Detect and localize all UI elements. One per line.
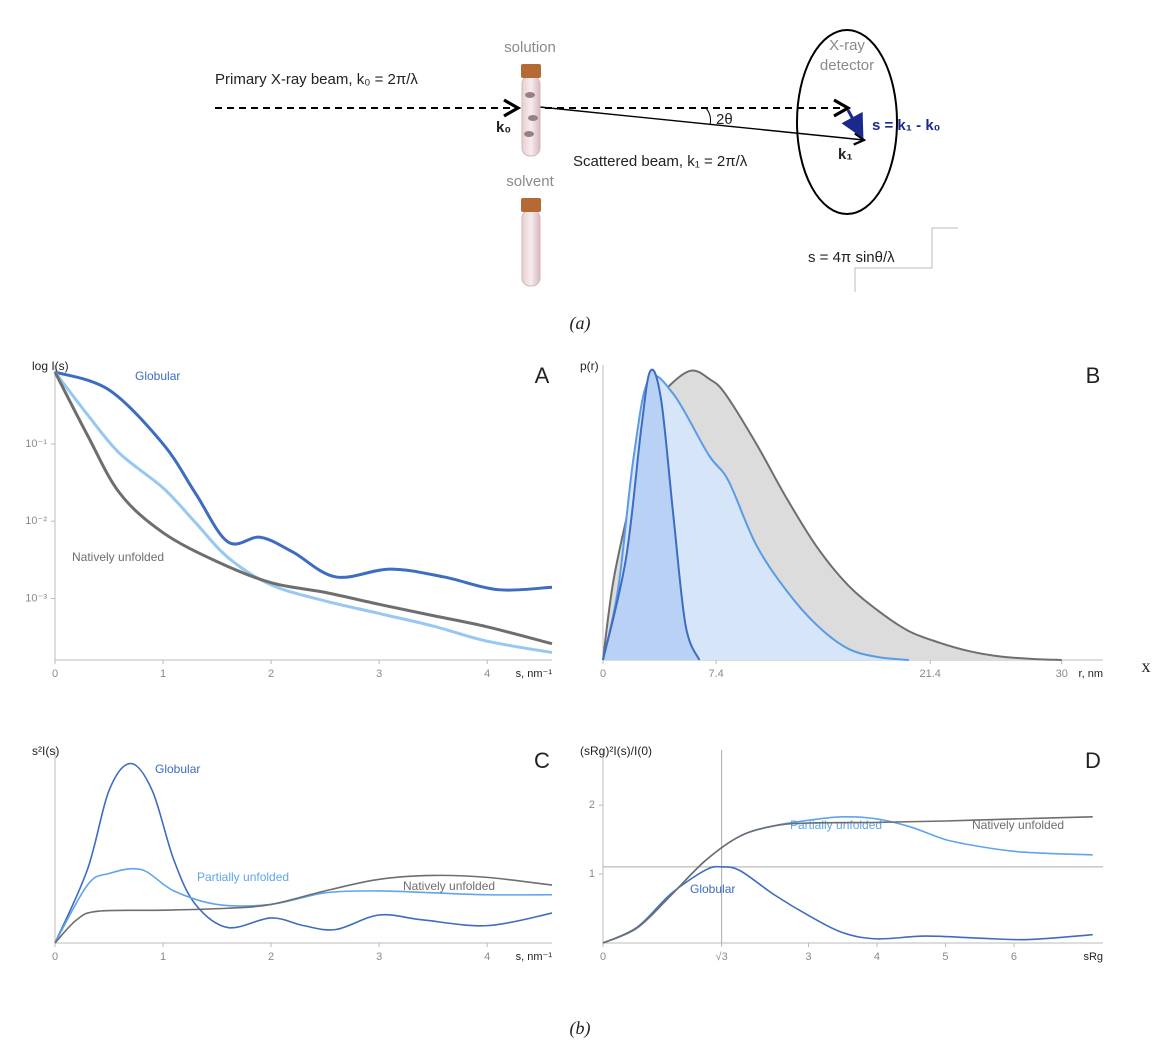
y-axis-label: p(r) [580, 359, 599, 373]
particle [528, 115, 538, 121]
series-label: Natively unfolded [72, 550, 164, 564]
label: s = k₁ - k₀ [872, 117, 940, 134]
panel-label: C [534, 748, 550, 773]
x-tick-label: 2 [268, 668, 274, 680]
series-line [53, 371, 553, 646]
panel-label: D [1085, 748, 1101, 773]
label: 2θ [716, 111, 733, 128]
x-tick-label: 3 [805, 951, 811, 963]
solvent-vial [521, 209, 541, 287]
y-tick-label: 10⁻² [25, 515, 47, 527]
label: Primary X-ray beam, k₀ = 2π/λ [215, 71, 418, 88]
particle [525, 92, 535, 98]
label: detector [820, 57, 874, 74]
x-tick-label: 0 [52, 951, 58, 963]
label: Scattered beam, k₁ = 2π/λ [573, 153, 748, 170]
series-line [602, 816, 1093, 944]
diagram: solution solvent X-ray detector Primary … [215, 29, 958, 292]
label: solution [504, 39, 556, 56]
series-label: Globular [135, 369, 180, 383]
x-tick-label: 4 [484, 951, 490, 963]
stray-mark: x [1142, 656, 1151, 676]
y-tick-label: 10⁻³ [25, 592, 47, 604]
series-line [602, 816, 1093, 944]
series-label: Natively unfolded [972, 818, 1064, 832]
x-axis-label: sRg [1083, 951, 1103, 963]
x-axis-label: r, nm [1079, 668, 1103, 680]
x-tick-label: 21.4 [920, 668, 941, 680]
formula-frame [854, 227, 958, 292]
x-axis-label: s, nm⁻¹ [516, 668, 553, 680]
scattered-beam [529, 105, 867, 146]
label: k₁ [838, 146, 853, 163]
y-axis-label: (sRg)²I(s)/I(0) [580, 744, 652, 758]
x-tick-label: 3 [376, 668, 382, 680]
panel-label: A [535, 363, 550, 388]
x-tick-label: 1 [160, 668, 166, 680]
label: s = 4π sinθ/λ [808, 249, 895, 266]
label: X-ray [829, 37, 865, 54]
series-line [602, 368, 701, 661]
detector [796, 29, 898, 215]
x-tick-label: 0 [52, 668, 58, 680]
angle-arc [705, 107, 711, 126]
s-vector [841, 109, 864, 139]
series-area [603, 369, 700, 660]
series-line [54, 762, 553, 944]
caption: (b) [570, 1018, 591, 1039]
y-axis-label: s²I(s) [32, 744, 59, 758]
particle [524, 131, 534, 137]
series-line [602, 374, 909, 661]
x-tick-label: 5 [942, 951, 948, 963]
series-line [54, 370, 553, 592]
series-label: Partially unfolded [790, 818, 882, 832]
y-axis-label: log I(s) [32, 359, 69, 373]
series-line [602, 865, 1093, 944]
x-tick-label: √3 [716, 951, 728, 963]
series-label: Globular [690, 882, 735, 896]
x-axis-label: s, nm⁻¹ [516, 951, 553, 963]
x-tick-label: 4 [874, 951, 880, 963]
x-tick-label: 4 [484, 668, 490, 680]
label: k₀ [496, 119, 511, 136]
x-tick-label: 3 [376, 951, 382, 963]
series-line [54, 874, 553, 944]
x-tick-label: 30 [1056, 668, 1068, 680]
x-tick-label: 7.4 [709, 668, 724, 680]
x-tick-label: 2 [268, 951, 274, 963]
panel-label: B [1086, 363, 1101, 388]
series-label: Globular [155, 762, 200, 776]
vial-cap [521, 198, 541, 212]
series-label: Natively unfolded [403, 879, 495, 893]
label: solvent [506, 173, 554, 190]
caption: (a) [570, 313, 591, 334]
y-tick-label: 2 [589, 799, 595, 811]
y-tick-label: 1 [589, 868, 595, 880]
vial-cap [521, 64, 541, 78]
series-label: Partially unfolded [197, 870, 289, 884]
x-tick-label: 0 [600, 668, 606, 680]
series-line [54, 867, 553, 944]
x-tick-label: 6 [1011, 951, 1017, 963]
x-tick-label: 0 [600, 951, 606, 963]
series-line [53, 371, 553, 654]
y-tick-label: 10⁻¹ [25, 438, 47, 450]
x-tick-label: 1 [160, 951, 166, 963]
